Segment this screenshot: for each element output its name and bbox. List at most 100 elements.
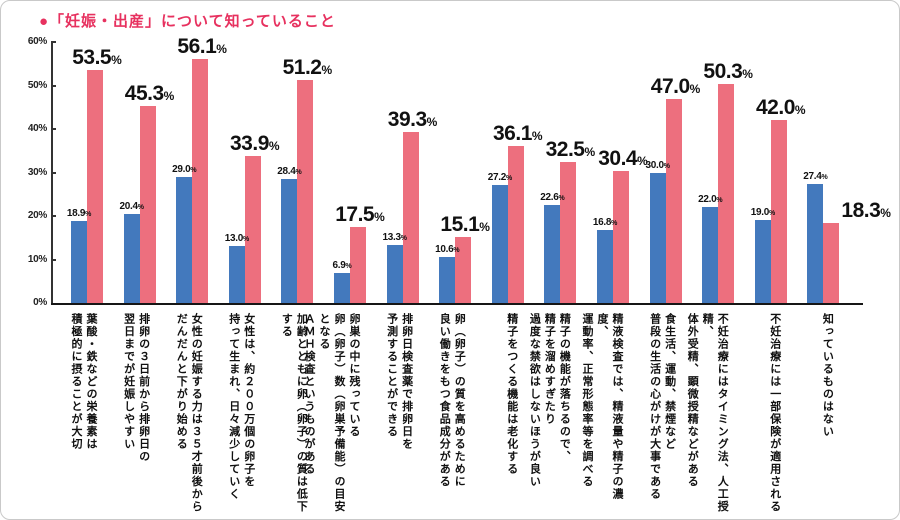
percent-sign: % [821,173,828,181]
bar-pink [560,161,577,303]
value-number: 39.3 [387,108,427,132]
value-number: 27.4 [803,170,822,182]
value-number: 27.2 [487,171,507,183]
x-axis-line [51,303,863,305]
value-number: 13.3 [382,232,401,244]
bar-blue [807,183,824,303]
bar-pink [613,170,629,303]
y-tick-mark [51,215,56,217]
x-axis-label: 排卵日検査薬で排卵日を 予測することができる [385,313,413,451]
percent-sign: % [190,166,197,174]
value-number: 30.4 [598,146,638,170]
value-number: 30.0 [645,159,664,171]
value-number: 53.5 [72,46,112,70]
percent-sign: % [531,128,543,143]
y-tick-mark [51,84,56,87]
value-number: 18.9 [66,207,86,219]
value-number: 15.1 [440,213,480,237]
percent-sign: % [880,206,891,221]
bar-value-pink: 42.0% [756,96,806,120]
bar-value-blue: 29.0% [172,163,197,175]
bar-value-blue: 28.4% [277,166,302,178]
percent-sign: % [558,194,565,202]
x-axis-label: 知っているものはない [821,313,834,438]
percent-sign: % [479,220,490,235]
bar-blue [123,214,140,303]
percent-sign: % [163,88,175,103]
percent-sign: % [689,81,701,96]
bar-blue [386,245,403,303]
bar-pink [718,84,735,303]
bar-value-pink: 30.4% [598,147,648,171]
bar-value-blue: 27.4% [803,170,828,182]
bar-value-blue: 27.2% [487,171,513,183]
y-tick-label: 30% [27,166,47,178]
bar-value-blue: 6.9% [333,260,352,271]
y-tick-label: 40% [27,123,47,134]
bar-value-pink: 33.9% [230,132,280,156]
bar-value-pink: 56.1% [177,35,227,59]
percent-sign: % [742,67,753,82]
bar-blue [439,256,456,303]
bar-blue [491,184,508,303]
y-tick-mark [51,41,56,43]
percent-sign: % [637,153,648,168]
bar-value-pink: 15.1% [440,213,490,237]
percent-sign: % [611,219,618,227]
percent-sign: % [85,210,92,218]
y-tick-label: 20% [27,210,47,221]
percent-sign: % [426,115,438,130]
x-axis-label: 排卵の３日前から排卵日の 翌日までが妊娠しやすい [122,313,150,463]
bar-value-pink: 39.3% [388,108,438,132]
y-tick-mark [51,171,56,174]
value-number: 29.0 [172,163,191,175]
bar-blue [71,220,87,303]
x-axis-label: 卵（卵子）の質を高めるために 良い働きをもつ食品成分がある [438,313,466,488]
percent-sign: % [345,262,352,270]
value-number: 17.5 [335,202,375,226]
bar-blue [281,179,298,303]
x-axis-label: 卵巣の中に残っている 卵（卵子）数（卵巣予備能）の目安となる ＡＭＨ検査というも… [303,313,360,513]
bar-blue [754,220,771,303]
bar-value-blue: 13.0% [225,233,250,244]
bar-pink [770,120,787,303]
x-axis-label: 精子の機能が落ちるので、 精子を溜めすぎたり 過度な禁欲はしないほうが良い [528,313,571,488]
x-axis-label: 不妊治療には一部保険が適用される [768,313,781,513]
x-axis-label: 女性の妊娠する力は３５才前後から だんだんと下がり始める [175,313,203,513]
value-number: 6.9 [332,259,346,271]
value-number: 51.2 [282,56,322,80]
percent-sign: % [584,144,596,159]
value-number: 45.3 [124,81,164,105]
value-number: 33.9 [230,131,269,155]
bar-pink [507,145,524,303]
value-number: 22.6 [540,191,559,203]
bar-blue [228,246,245,303]
value-number: 20.4 [119,201,138,213]
percent-sign: % [321,63,333,78]
percent-sign: % [137,204,144,212]
bar-blue [544,204,561,303]
value-number: 22.0 [698,194,717,206]
x-axis-label: 葉酸・鉄などの栄養素は 積極的に摂ることが大切 [70,313,97,451]
bar-value-pink: 45.3% [125,82,175,106]
x-axis-label: 加齢とともに卵（卵子）の質は低下する [280,313,308,513]
x-axis-label: 精液検査では、精液量や精子の濃度、 運動率、正常形態率等を調べる [581,313,623,501]
bar-value-pink: 18.3% [841,199,891,223]
percent-sign: % [663,162,670,170]
bar-pink [350,226,366,303]
value-number: 32.5 [545,137,585,161]
y-tick-mark [51,128,56,130]
bar-value-pink: 50.3% [703,60,753,84]
value-number: 42.0 [756,96,795,120]
bar-value-blue: 20.4% [119,201,144,213]
y-tick-label: 60% [27,36,47,47]
bar-blue [649,172,666,303]
bar-value-blue: 13.3% [382,232,407,244]
percent-sign: % [794,103,806,118]
value-number: 47.0 [650,74,690,98]
value-number: 19.0 [750,207,770,219]
bar-value-pink: 51.2% [283,56,333,80]
bar-value-pink: 47.0% [651,75,701,99]
value-number: 28.4 [277,166,296,178]
